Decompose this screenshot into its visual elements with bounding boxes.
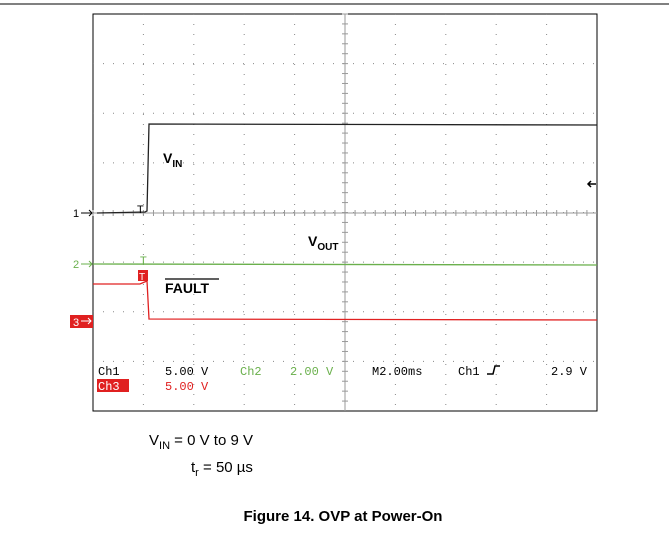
readout-ch1: Ch1 (98, 365, 120, 379)
cond-tr-sub: r (195, 467, 199, 479)
readout-ch2-scale: 2.00 V (290, 365, 334, 379)
vin-main: V (163, 150, 173, 166)
fault-label: FAULT (165, 280, 210, 296)
ch3-marker: 3 (73, 317, 79, 329)
readout-trig-level: 2.9 V (551, 365, 588, 379)
ch2-arrow (81, 260, 93, 268)
ch1-marker: 1 (73, 208, 79, 220)
ch3-readout-badge (97, 379, 129, 392)
trig-ch3: T (139, 272, 145, 283)
cond-tr-main: t (191, 459, 196, 476)
readout-time: M2.00ms (372, 365, 422, 379)
cond-vin-main: V (149, 432, 159, 449)
grid (92, 13, 597, 411)
caption: Figure 14. OVP at Power-On (244, 508, 443, 525)
ch3-arrow (81, 317, 92, 325)
trig-ch1: T (137, 204, 144, 216)
cond-vin-rest: = 0 V to 9 V (170, 432, 253, 449)
readout-ch3: Ch3 (98, 380, 120, 394)
condition-vin: VIN = 0 V to 9 V (149, 432, 253, 452)
readout-ch3-scale: 5.00 V (165, 380, 209, 394)
vin-sub: IN (172, 159, 182, 170)
cond-tr-rest: = 50 µs (199, 459, 253, 476)
trace-vout (92, 263, 598, 266)
ch1-arrow (81, 209, 93, 217)
cond-vin-sub: IN (159, 440, 170, 452)
trig-ch3-badge (138, 270, 148, 281)
readout-ch1-scale: 5.00 V (165, 365, 209, 379)
readout-trig-src: Ch1 (458, 365, 480, 379)
trace-vin (96, 123, 598, 214)
condition-tr: tr = 50 µs (191, 459, 253, 479)
trig-slope-icon (487, 365, 500, 375)
vout-sub: OUT (317, 242, 338, 253)
vout-label: VOUT (308, 233, 338, 253)
vin-label: VIN (163, 150, 182, 170)
vout-main: V (308, 233, 318, 249)
trigger-level-arrow (586, 180, 596, 188)
trig-ch2: T (140, 255, 147, 267)
readout-ch2: Ch2 (240, 365, 262, 379)
ch2-marker: 2 (73, 259, 79, 271)
